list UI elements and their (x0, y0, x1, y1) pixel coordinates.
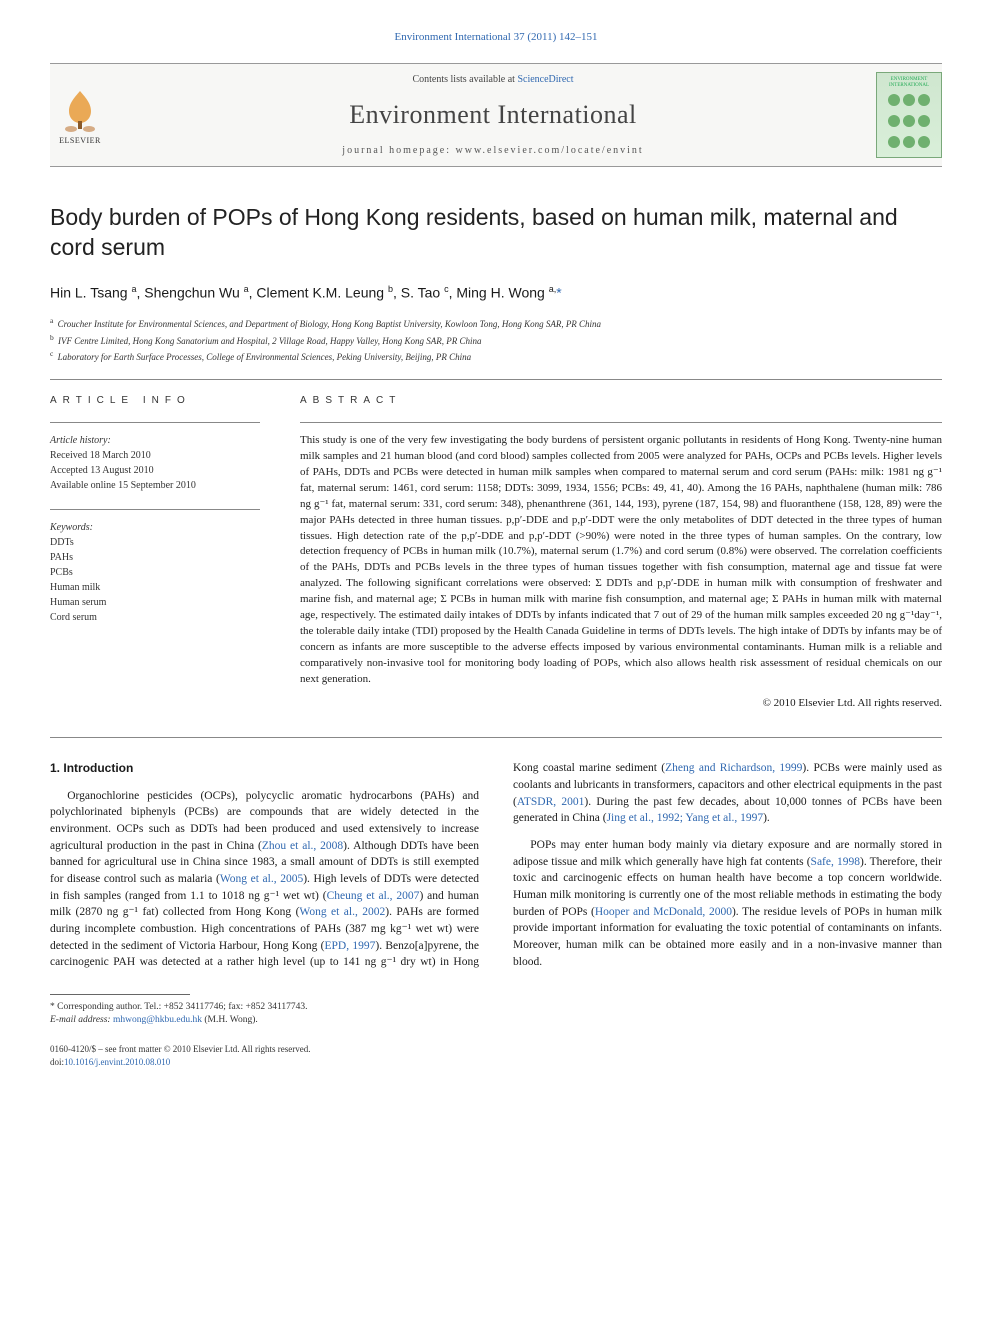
section-title: Introduction (63, 761, 133, 775)
affiliation-item: c Laboratory for Earth Surface Processes… (50, 348, 942, 365)
full-width-divider (50, 737, 942, 738)
footnote-block: * Corresponding author. Tel.: +852 34117… (50, 1001, 942, 1028)
citation-link[interactable]: Zheng and Richardson, 1999 (665, 762, 802, 774)
body-text: Victoria Harbour, Hong Kong ( (179, 940, 325, 952)
author-list: Hin L. Tsang a, Shengchun Wu a, Clement … (50, 283, 942, 303)
email-footnote: E-mail address: mhwong@hkbu.edu.hk (M.H.… (50, 1014, 942, 1027)
email-link[interactable]: mhwong@hkbu.edu.hk (113, 1015, 202, 1025)
issn-copyright-line: 0160-4120/$ – see front matter © 2010 El… (50, 1043, 942, 1056)
masthead-center: Contents lists available at ScienceDirec… (110, 73, 876, 157)
email-suffix: (M.H. Wong). (202, 1015, 258, 1025)
journal-homepage-line: journal homepage: www.elsevier.com/locat… (110, 144, 876, 158)
keyword: DDTs (50, 537, 74, 548)
email-label: E-mail address: (50, 1015, 113, 1025)
keyword: Human milk (50, 582, 100, 593)
citation-link[interactable]: Zhou et al., 2008 (262, 840, 343, 852)
history-label: Article history: (50, 435, 111, 446)
citation-link[interactable]: Cheung et al., 2007 (327, 890, 420, 902)
elsevier-tree-icon (57, 85, 103, 133)
section-heading-introduction: 1. Introduction (50, 760, 479, 777)
info-divider (50, 422, 260, 423)
abstract-divider (300, 422, 942, 423)
citation-link[interactable]: Jing et al., 1992; Yang et al., 1997 (607, 812, 764, 824)
history-received: Received 18 March 2010 (50, 450, 151, 461)
keywords-label: Keywords: (50, 522, 93, 533)
article-info-heading: ARTICLE INFO (50, 394, 260, 408)
journal-cover-thumbnail: ENVIRONMENT INTERNATIONAL (876, 72, 942, 158)
affiliation-list: a Croucher Institute for Environmental S… (50, 315, 942, 365)
keywords-block: Keywords: DDTs PAHs PCBs Human milk Huma… (50, 520, 260, 625)
citation-link[interactable]: Safe, 1998 (811, 856, 860, 868)
article-history-block: Article history: Received 18 March 2010 … (50, 433, 260, 493)
citation-link[interactable]: Hooper and McDonald, 2000 (595, 906, 732, 918)
article-body-columns: 1. Introduction Organochlorine pesticide… (50, 760, 942, 975)
abstract-copyright: © 2010 Elsevier Ltd. All rights reserved… (300, 696, 942, 711)
citation-link[interactable]: Wong et al., 2005 (220, 873, 303, 885)
sciencedirect-link[interactable]: ScienceDirect (517, 74, 573, 85)
journal-masthead: ELSEVIER Contents lists available at Sci… (50, 63, 942, 167)
doi-line: doi:10.1016/j.envint.2010.08.010 (50, 1056, 942, 1069)
history-accepted: Accepted 13 August 2010 (50, 465, 154, 476)
citation-link[interactable]: ATSDR, 2001 (517, 796, 585, 808)
affiliation-item: b IVF Centre Limited, Hong Kong Sanatori… (50, 332, 942, 349)
article-title: Body burden of POPs of Hong Kong residen… (50, 203, 942, 263)
keyword: PCBs (50, 567, 73, 578)
keyword: PAHs (50, 552, 73, 563)
footnote-separator (50, 994, 190, 995)
footer-meta: 0160-4120/$ – see front matter © 2010 El… (50, 1043, 942, 1068)
info-divider (50, 509, 260, 510)
affiliation-item: a Croucher Institute for Environmental S… (50, 315, 942, 332)
publisher-name: ELSEVIER (59, 135, 101, 146)
journal-name: Environment International (110, 97, 876, 133)
abstract-text: This study is one of the very few invest… (300, 433, 942, 688)
body-text: ). (763, 812, 770, 824)
citation-link[interactable]: EPD, 1997 (324, 940, 375, 952)
abstract-column: ABSTRACT This study is one of the very f… (300, 394, 942, 711)
history-online: Available online 15 September 2010 (50, 480, 196, 491)
running-head-citation[interactable]: Environment International 37 (2011) 142–… (50, 30, 942, 45)
keyword: Cord serum (50, 612, 97, 623)
article-info-column: ARTICLE INFO Article history: Received 1… (50, 394, 260, 711)
publisher-logo: ELSEVIER (50, 80, 110, 150)
info-abstract-row: ARTICLE INFO Article history: Received 1… (50, 394, 942, 711)
abstract-heading: ABSTRACT (300, 394, 942, 408)
section-number: 1. (50, 761, 60, 775)
cover-thumb-title: ENVIRONMENT INTERNATIONAL (881, 77, 937, 88)
doi-link[interactable]: 10.1016/j.envint.2010.08.010 (64, 1057, 170, 1067)
corresponding-author-footnote: * Corresponding author. Tel.: +852 34117… (50, 1001, 942, 1014)
keyword: Human serum (50, 597, 106, 608)
section-divider (50, 379, 942, 380)
citation-link[interactable]: Wong et al., 2002 (299, 906, 385, 918)
contents-lists-line: Contents lists available at ScienceDirec… (110, 73, 876, 87)
doi-label: doi: (50, 1057, 64, 1067)
contents-prefix: Contents lists available at (412, 74, 517, 85)
body-paragraph: POPs may enter human body mainly via die… (513, 837, 942, 970)
